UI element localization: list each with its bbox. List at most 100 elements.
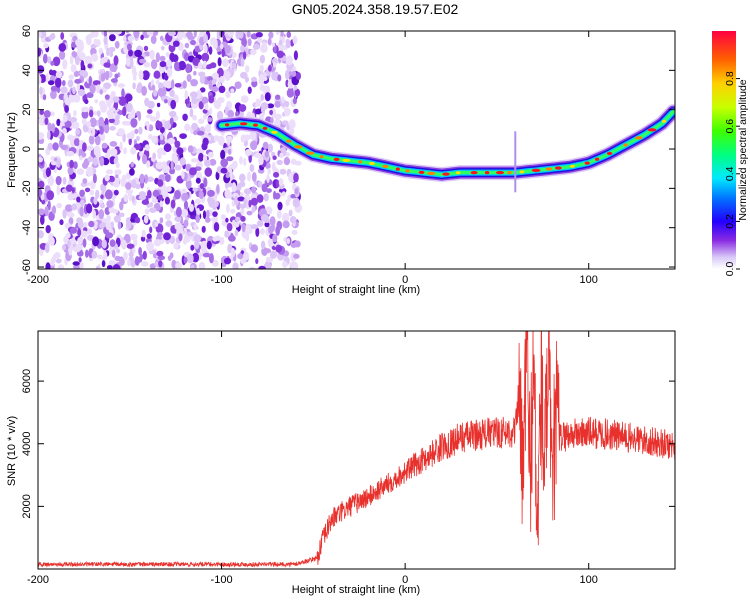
noise-blob	[288, 70, 293, 76]
noise-blob	[82, 178, 88, 184]
noise-blob	[172, 40, 180, 47]
noise-blob	[47, 142, 54, 151]
noise-blob	[255, 258, 259, 265]
noise-blob	[243, 157, 247, 167]
noise-blob	[226, 182, 233, 188]
noise-blob	[179, 157, 186, 166]
noise-blob	[150, 59, 158, 70]
noise-blob	[164, 137, 168, 143]
noise-blob	[217, 135, 225, 146]
noise-blob	[128, 137, 132, 146]
noise-blob	[117, 221, 122, 230]
noise-blob	[231, 219, 236, 227]
noise-blob	[101, 260, 106, 268]
trace-peak	[484, 171, 490, 175]
noise-blob	[94, 99, 99, 104]
noise-blob	[114, 40, 120, 49]
noise-blob	[241, 223, 246, 233]
noise-blob	[240, 206, 245, 216]
noise-blob	[114, 169, 122, 175]
noise-blob	[62, 59, 68, 70]
noise-blob	[152, 189, 160, 197]
noise-blob	[255, 227, 260, 238]
noise-blob	[174, 164, 182, 171]
noise-blob	[182, 113, 188, 122]
noise-blob	[237, 253, 244, 260]
noise-blob	[73, 161, 78, 170]
noise-blob	[175, 262, 182, 269]
noise-blob	[279, 39, 283, 46]
noise-blob	[114, 31, 123, 35]
spectrogram-x-axis-label: Height of straight line (km)	[292, 284, 420, 296]
noise-blob	[92, 209, 96, 220]
noise-blob	[224, 188, 231, 199]
noise-blob	[147, 189, 152, 199]
noise-blob	[97, 254, 103, 260]
noise-blob	[283, 157, 291, 166]
noise-blob	[165, 51, 170, 58]
noise-blob	[155, 79, 160, 85]
noise-blob	[162, 150, 167, 156]
noise-blob	[91, 250, 98, 259]
figure-title: GN05.2024.358.19.57.E02	[292, 1, 459, 17]
noise-blob	[142, 250, 147, 260]
noise-blob	[189, 203, 194, 212]
noise-blob	[193, 130, 198, 136]
noise-blob	[81, 106, 89, 113]
noise-blob	[199, 75, 205, 84]
noise-blob	[125, 189, 134, 195]
noise-blob	[200, 240, 209, 249]
noise-blob	[291, 70, 297, 77]
noise-blob	[174, 140, 181, 148]
noise-blob	[104, 189, 113, 200]
noise-blob	[104, 124, 110, 134]
noise-blob	[125, 57, 131, 67]
noise-blob	[184, 90, 189, 101]
noise-blob	[226, 203, 230, 213]
noise-blob	[162, 166, 170, 174]
noise-blob	[109, 239, 116, 248]
noise-blob	[82, 142, 87, 152]
noise-blob	[92, 80, 101, 86]
snr-x-tick-label: 0	[402, 574, 408, 586]
noise-blob	[105, 169, 113, 175]
noise-blob	[108, 31, 116, 35]
noise-blob	[167, 131, 173, 140]
noise-blob	[106, 265, 113, 269]
trace-peak	[224, 123, 230, 127]
noise-blob	[286, 238, 291, 244]
noise-blob	[106, 215, 111, 223]
noise-blob	[104, 174, 110, 182]
noise-blob	[128, 49, 133, 57]
noise-blob	[187, 35, 195, 40]
noise-blob	[178, 60, 186, 71]
snr-x-tick-label: -200	[27, 574, 49, 586]
noise-blob	[247, 86, 252, 94]
noise-blob	[151, 198, 158, 203]
noise-blob	[155, 121, 163, 129]
noise-blob	[216, 110, 223, 121]
noise-blob	[276, 159, 283, 165]
noise-blob	[265, 256, 273, 263]
noise-blob	[189, 108, 194, 118]
spectrogram-x-tick-label: -100	[211, 274, 233, 286]
noise-blob	[193, 224, 198, 231]
trace-peak	[569, 164, 575, 168]
noise-blob	[174, 61, 180, 72]
noise-blob	[243, 198, 248, 206]
noise-blob	[51, 205, 57, 215]
noise-blob	[184, 52, 190, 62]
noise-blob	[247, 171, 251, 182]
noise-blob	[136, 110, 140, 117]
noise-blob	[141, 85, 148, 96]
noise-blob	[190, 264, 195, 269]
noise-blob	[89, 117, 97, 128]
noise-blob	[141, 70, 150, 81]
noise-blob	[192, 114, 197, 121]
noise-blob	[44, 243, 50, 253]
noise-blob	[71, 203, 77, 211]
noise-blob	[127, 192, 132, 198]
noise-blob	[240, 71, 248, 79]
noise-blob	[113, 189, 119, 196]
noise-blob	[147, 109, 153, 114]
